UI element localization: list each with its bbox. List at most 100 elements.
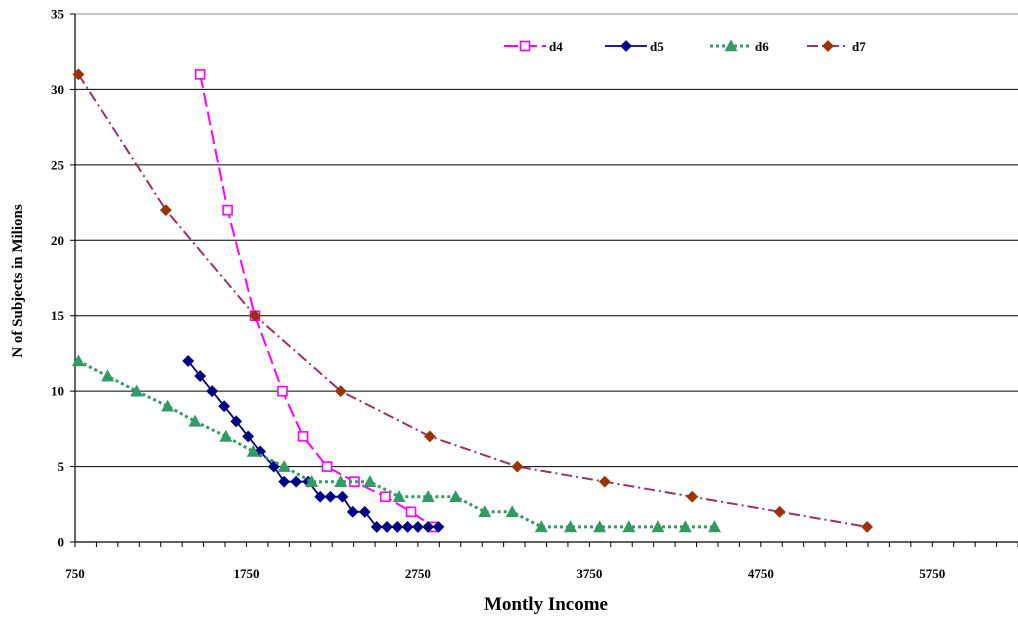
data-point-d5 <box>370 520 383 533</box>
data-point-d5 <box>278 475 291 488</box>
legend-item-d6: d6 <box>710 39 769 54</box>
y-tick-label: 30 <box>51 82 64 97</box>
data-point-d6 <box>188 414 202 427</box>
y-axis-title: N of Subjects in Milions <box>10 204 26 358</box>
data-point-d5 <box>290 475 303 488</box>
series-d6 <box>71 354 722 533</box>
series-d5 <box>182 355 445 533</box>
data-point-d6 <box>449 490 463 503</box>
data-point-d5 <box>358 505 371 518</box>
tick-labels: 0 5 10 15 20 25 30 35 750 1750 2750 3750 4750 5750 <box>51 7 945 582</box>
x-tick-label: 4750 <box>748 566 774 581</box>
grid-lines <box>75 13 1018 468</box>
data-point-d4 <box>321 461 333 472</box>
data-point-d6 <box>678 520 692 533</box>
data-point-d6 <box>593 520 607 533</box>
y-tick-label: 10 <box>51 384 64 399</box>
y-tick-label: 25 <box>51 157 65 172</box>
x-tick-label: 2750 <box>405 566 431 581</box>
data-point-d5 <box>218 400 231 413</box>
series-line-d6 <box>77 359 715 529</box>
data-point-d6 <box>161 399 175 412</box>
data-point-d7 <box>598 475 611 488</box>
data-point-d6 <box>305 475 319 487</box>
data-point-d7 <box>159 204 172 217</box>
y-tick-label: 0 <box>58 535 65 550</box>
data-point-d5 <box>346 505 359 518</box>
series-line-d7 <box>77 73 868 528</box>
data-point-d6 <box>534 520 548 533</box>
data-point-d6 <box>563 520 578 533</box>
data-point-d5 <box>391 520 404 533</box>
legend-label-d6: d6 <box>755 39 769 54</box>
data-point-d6 <box>101 369 115 382</box>
x-tick-label: 3750 <box>576 566 602 581</box>
data-point-d5 <box>206 385 219 398</box>
x-axis-title: Montly Income <box>484 594 608 615</box>
data-point-d6 <box>277 459 291 472</box>
x-tick-label: 5750 <box>919 566 945 581</box>
data-point-d6 <box>219 429 233 442</box>
data-point-d5 <box>254 445 267 458</box>
data-point-d6 <box>708 520 722 533</box>
data-point-d6 <box>421 490 435 503</box>
data-point-d7 <box>773 505 786 518</box>
axes <box>70 13 1018 547</box>
data-point-d4 <box>405 506 417 518</box>
data-point-d7 <box>511 460 524 473</box>
legend-marker-d4 <box>519 40 531 52</box>
data-point-d5 <box>336 490 349 503</box>
data-point-d6 <box>71 354 85 367</box>
y-tick-label: 15 <box>51 308 65 323</box>
legend-item-d5: d5 <box>605 39 664 54</box>
data-point-d4 <box>194 69 206 80</box>
data-point-d6 <box>246 444 260 457</box>
data-point-d4 <box>297 431 309 442</box>
data-point-d6 <box>363 475 377 487</box>
series-d4 <box>194 69 439 533</box>
data-point-d4 <box>222 204 233 216</box>
data-point-d5 <box>230 415 243 428</box>
data-point-d5 <box>401 520 414 533</box>
x-tick-label: 1750 <box>233 566 259 581</box>
data-point-d6 <box>505 505 519 518</box>
data-point-d5 <box>381 520 393 533</box>
series-line-d4 <box>199 74 434 528</box>
legend-item-d4: d4 <box>504 39 563 54</box>
data-point-d7 <box>423 430 436 443</box>
legend-label-d4: d4 <box>549 39 563 54</box>
data-point-d6 <box>478 505 492 518</box>
data-point-d4 <box>380 491 391 503</box>
data-point-d7 <box>686 490 699 503</box>
legend-marker-d5 <box>620 40 632 52</box>
legend-label-d7: d7 <box>852 39 866 54</box>
data-point-d4 <box>277 385 288 397</box>
data-point-d6 <box>622 520 636 533</box>
data-point-d5 <box>411 520 424 533</box>
legend-marker-d7 <box>822 40 834 52</box>
legend: d4 d5 d6 d7 <box>504 39 866 54</box>
data-point-d7 <box>334 385 347 398</box>
data-point-d7 <box>861 520 874 533</box>
data-point-d5 <box>324 490 337 503</box>
legend-marker-d6 <box>724 39 738 52</box>
y-tick-label: 20 <box>51 233 64 248</box>
data-point-d5 <box>422 520 435 533</box>
data-point-d5 <box>314 490 327 503</box>
data-point-d6 <box>651 520 665 533</box>
data-point-d6 <box>334 475 348 487</box>
series-d7 <box>72 68 874 533</box>
series-layer <box>71 68 874 533</box>
legend-item-d7: d7 <box>807 39 866 54</box>
data-point-d7 <box>72 68 85 81</box>
x-tick-label: 750 <box>65 566 85 581</box>
legend-label-d5: d5 <box>650 39 664 54</box>
data-point-d6 <box>130 384 144 397</box>
data-point-d6 <box>392 490 406 503</box>
data-point-d5 <box>182 355 195 367</box>
y-tick-label: 5 <box>58 459 65 474</box>
data-point-d7 <box>249 309 261 322</box>
y-tick-label: 35 <box>51 7 65 22</box>
data-point-d5 <box>194 370 207 382</box>
